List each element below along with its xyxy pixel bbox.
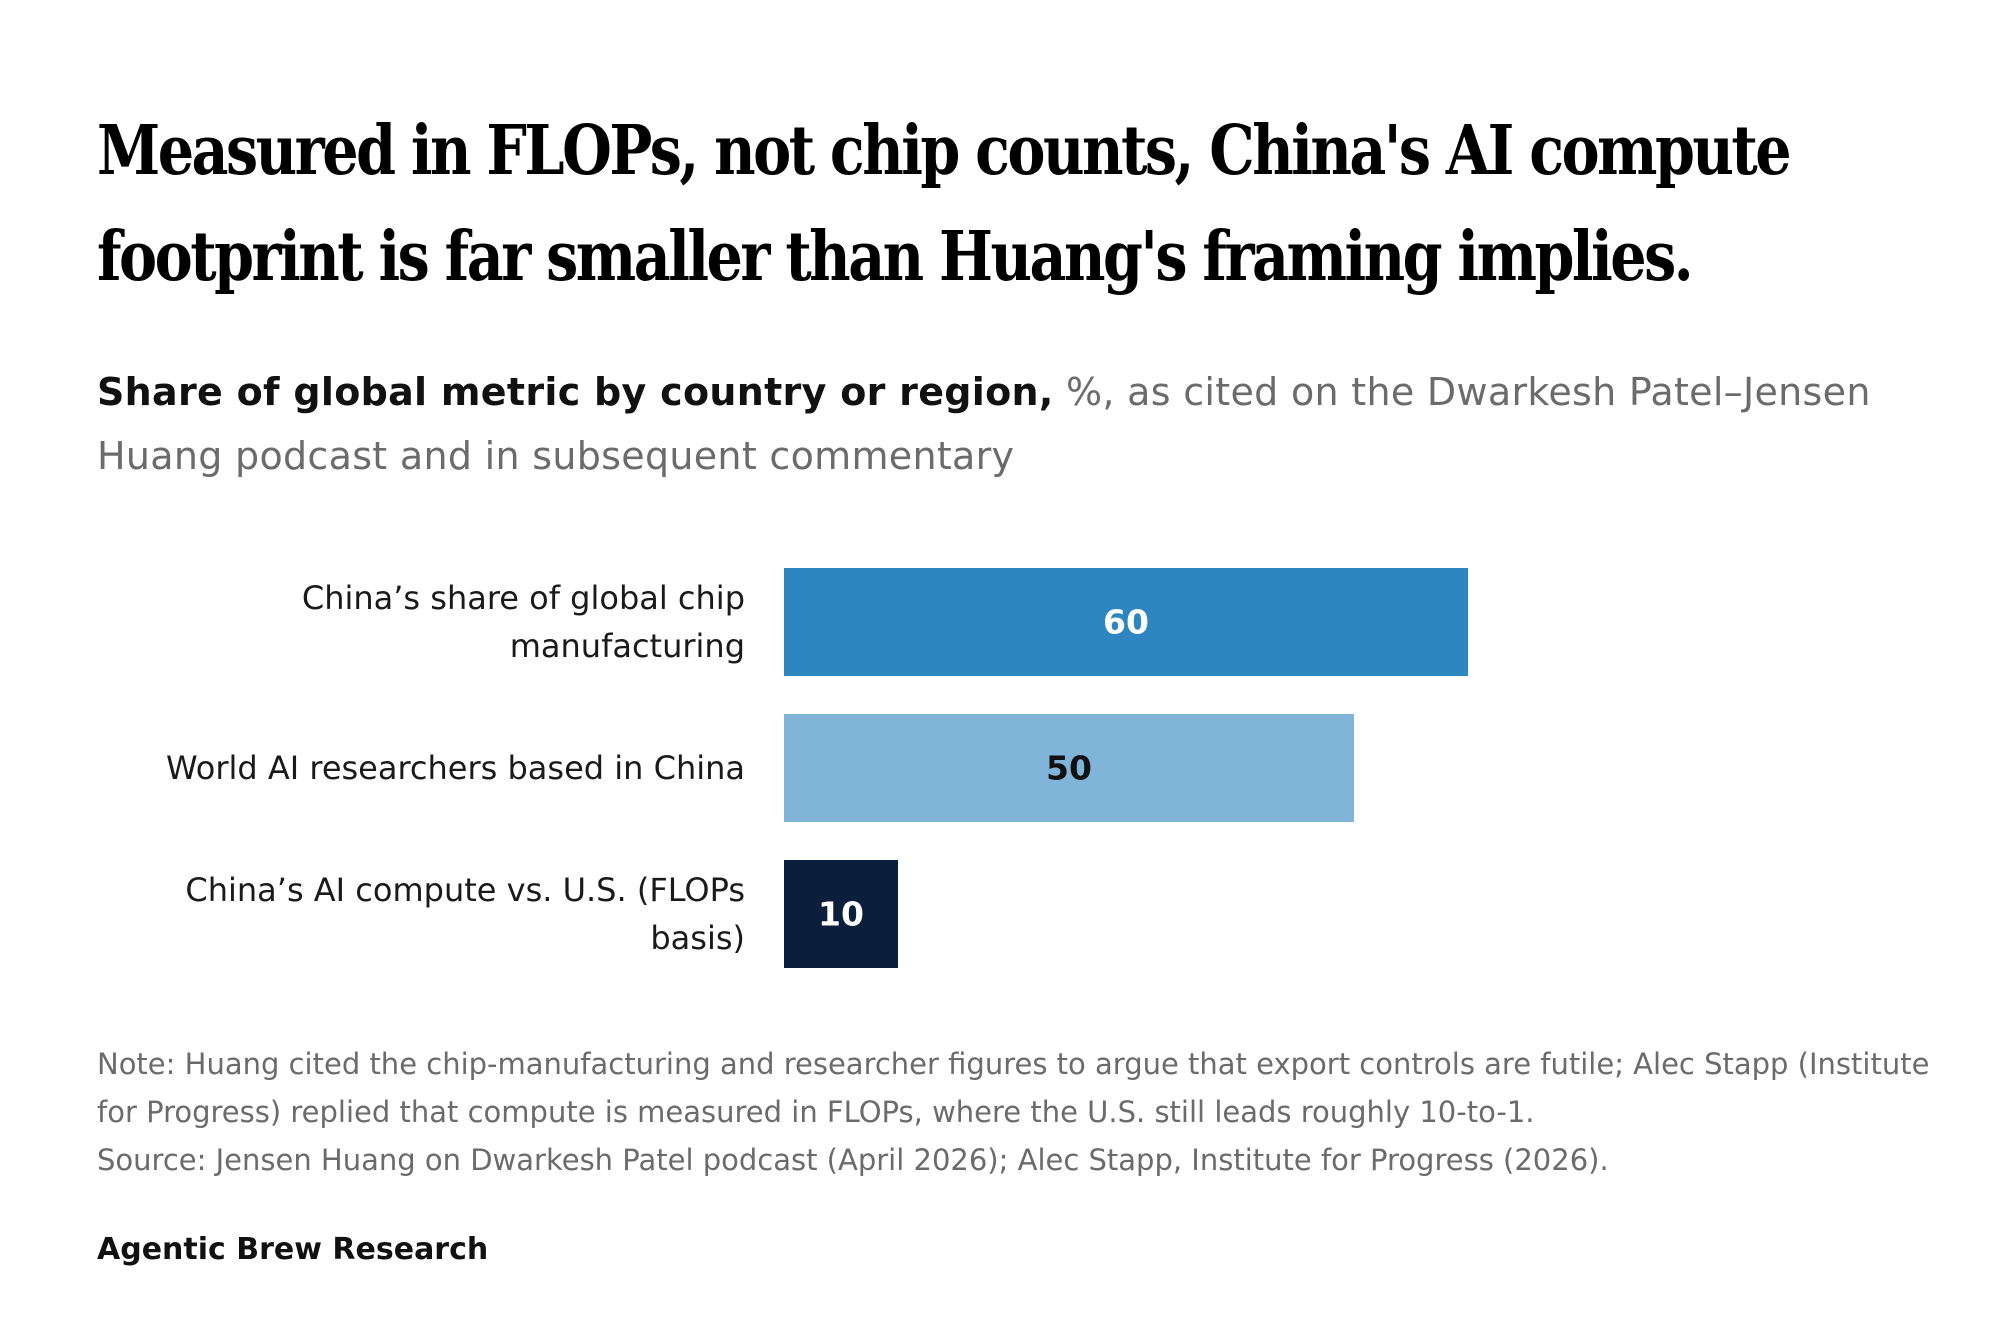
- note-text: Note: Huang cited the chip-manufacturing…: [97, 1047, 1930, 1129]
- bar-value-label-2: 50: [1046, 749, 1092, 788]
- category-label-3-line-2: basis): [650, 919, 745, 957]
- category-label-2-line-1: World AI researchers based in China: [166, 749, 745, 787]
- category-label-1-line-1: China’s share of global chip: [302, 579, 745, 617]
- chart-title-line-1: Measured in FLOPs, not chip counts, Chin…: [97, 111, 1792, 191]
- chart-notes: Note: Huang cited the chip-manufacturing…: [97, 1040, 1947, 1184]
- category-label-2: World AI researchers based in China: [166, 749, 745, 787]
- chart-subtitle: Share of global metric by country or reg…: [97, 360, 1917, 488]
- bar-chart-svg: 60 China’s share of global chip manufactur…: [166, 568, 1468, 968]
- brand-credit: Agentic Brew Research: [97, 1232, 489, 1267]
- bar-2: [784, 714, 1354, 822]
- subtitle-lead: Share of global metric by country or reg…: [97, 370, 1054, 414]
- category-label-3-line-1: China’s AI compute vs. U.S. (FLOPs: [185, 871, 745, 909]
- source-text: Source: Jensen Huang on Dwarkesh Patel p…: [97, 1143, 1609, 1177]
- chart-title: Measured in FLOPs, not chip counts, Chin…: [97, 98, 1792, 310]
- category-label-1-line-2: manufacturing: [510, 627, 745, 665]
- category-label-3: China’s AI compute vs. U.S. (FLOPs basis): [185, 871, 745, 957]
- bar-value-label-3: 10: [818, 895, 864, 934]
- subtitle-rest: %, as cited on the Dwarkesh Patel–Jensen…: [97, 370, 1871, 478]
- category-label-1: China’s share of global chip manufacturin…: [302, 579, 745, 665]
- bar-chart: 60 China’s share of global chip manufactur…: [0, 540, 2000, 1000]
- bar-3: [784, 860, 898, 968]
- bar-value-label-1: 60: [1103, 603, 1149, 642]
- chart-title-line-2: footprint is far smaller than Huang's fr…: [97, 217, 1694, 297]
- bar-1: [784, 568, 1468, 676]
